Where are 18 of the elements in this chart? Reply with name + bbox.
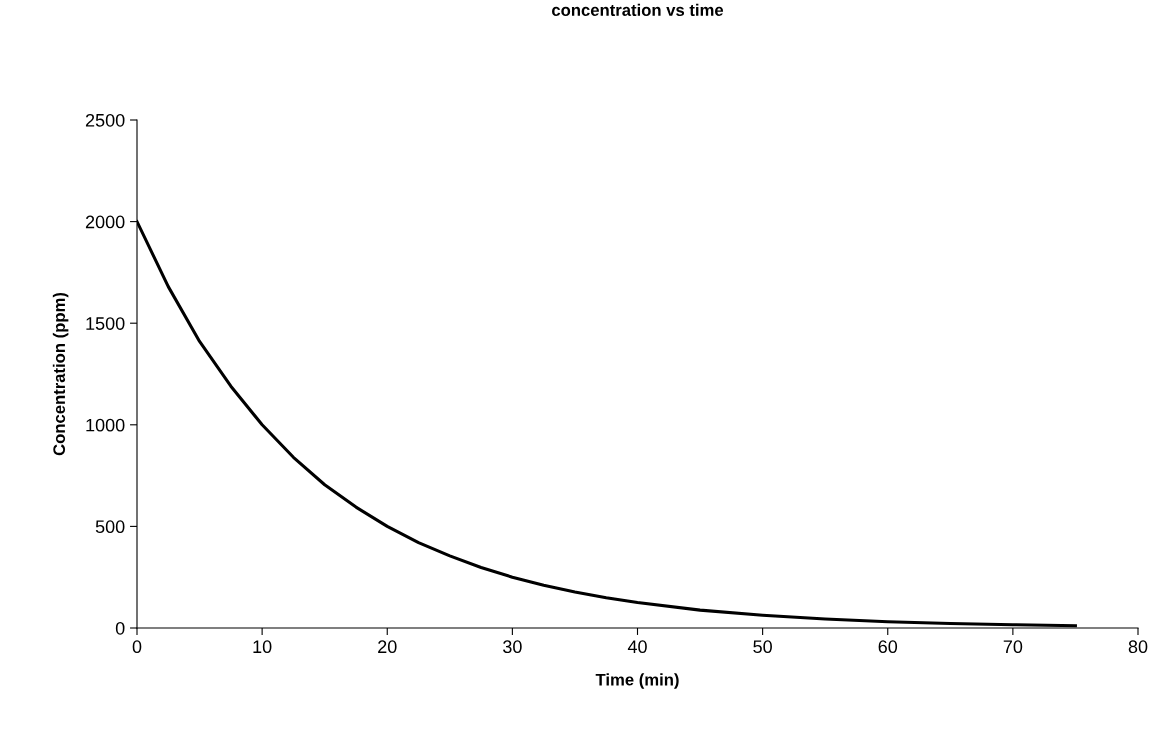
x-tick-label: 60 <box>878 640 898 654</box>
y-tick-label: 500 <box>95 520 125 534</box>
y-axis-title: Concentration (ppm) <box>52 292 69 456</box>
x-tick-label: 30 <box>503 640 522 654</box>
x-tick-label: 10 <box>253 640 272 654</box>
chart-title: concentration vs time <box>552 3 724 16</box>
y-tick-label: 2500 <box>85 113 125 127</box>
x-tick-label: 80 <box>1128 640 1148 654</box>
y-tick-label: 0 <box>115 621 125 635</box>
y-tick-label: 2000 <box>85 215 125 229</box>
x-tick-label: 50 <box>753 640 772 654</box>
y-tick-label: 1500 <box>86 317 125 330</box>
x-tick-label: 40 <box>627 640 647 654</box>
x-axis-title: Time (min) <box>595 673 679 689</box>
x-tick-label: 20 <box>378 640 397 654</box>
y-tick-label: 1000 <box>86 418 125 432</box>
x-tick-label: 0 <box>132 640 142 654</box>
x-tick-label: 70 <box>1003 640 1023 654</box>
